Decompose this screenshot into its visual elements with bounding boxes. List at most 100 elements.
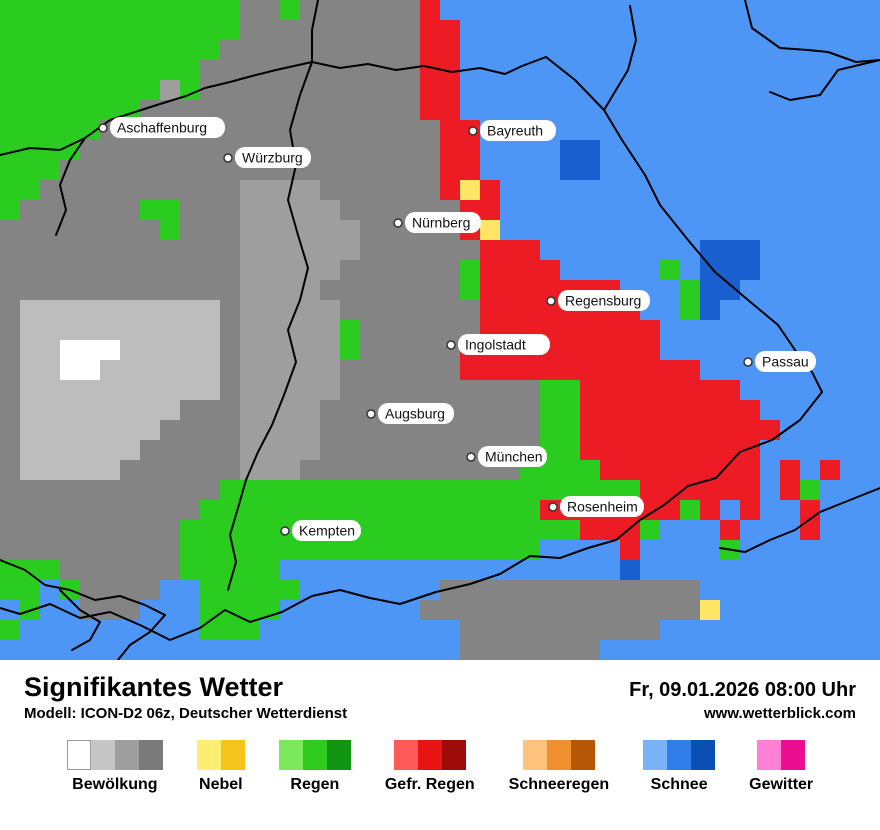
weather-cell-run	[480, 160, 560, 180]
weather-cell-run	[240, 460, 300, 480]
weather-cell-run	[0, 280, 240, 300]
weather-cell-run	[0, 360, 20, 380]
weather-cell-run	[640, 560, 880, 580]
legend-color-swatch	[302, 740, 327, 770]
weather-cell-run	[240, 20, 420, 40]
weather-cell-run	[20, 360, 60, 380]
weather-cell-run	[20, 620, 200, 640]
legend-color-swatch	[781, 740, 806, 770]
weather-cell-run	[780, 420, 880, 440]
weather-cell-run	[40, 180, 240, 200]
weather-map-canvas: Aschaffenburg Würzburg Bayreuth Nürnberg Reg…	[0, 0, 880, 660]
weather-cell-run	[440, 580, 700, 600]
weather-cell-run	[240, 180, 320, 200]
weather-cell-run	[820, 520, 880, 540]
weather-cell-run	[20, 400, 180, 420]
weather-cell-run	[80, 580, 160, 600]
city-dot	[223, 153, 233, 163]
weather-cell-run	[180, 200, 240, 220]
weather-cell-run	[460, 260, 480, 280]
city-dot	[548, 502, 558, 512]
weather-cell-run	[580, 420, 780, 440]
weather-cell-run	[420, 40, 460, 60]
weather-cell-run	[220, 320, 240, 340]
weather-cell-run	[0, 240, 240, 260]
city-dot	[743, 357, 753, 367]
city-label: Ingolstadt	[465, 337, 526, 353]
weather-cell-run	[540, 380, 580, 400]
country-borders	[0, 0, 880, 660]
weather-cell-run	[580, 520, 640, 540]
weather-cell-run	[220, 40, 420, 60]
weather-cell-run	[440, 180, 460, 200]
weather-cell-run	[300, 460, 520, 480]
weather-cell-run	[600, 160, 880, 180]
weather-cell-run	[760, 260, 880, 280]
weather-cell-run	[680, 500, 700, 520]
weather-cell-run	[0, 540, 180, 560]
weather-cell-run	[140, 100, 420, 120]
weather-cell-run	[680, 300, 700, 320]
weather-cell-run	[140, 440, 240, 460]
weather-cell-run	[440, 140, 480, 160]
weather-cell-run	[200, 620, 260, 640]
weather-cell-run	[120, 340, 220, 360]
legend-swatches	[66, 740, 163, 770]
border-line	[744, 0, 880, 63]
weather-cell-run	[0, 480, 220, 500]
weather-cell-run	[840, 460, 880, 480]
weather-cell-run	[240, 360, 340, 380]
city-label-box	[558, 290, 650, 311]
legend-color-swatch	[220, 740, 245, 770]
weather-cell-run	[660, 620, 880, 640]
border-line	[311, 0, 319, 63]
weather-cell-run	[740, 380, 880, 400]
weather-cell-run	[220, 380, 240, 400]
legend-color-swatch	[138, 740, 163, 770]
legend-swatches	[757, 740, 806, 770]
weather-cell-run	[240, 440, 320, 460]
city-label-box	[110, 117, 225, 138]
website-link[interactable]: www.wetterblick.com	[704, 705, 856, 722]
weather-cell-run	[740, 500, 760, 520]
weather-cell-run	[360, 340, 460, 360]
legend-group-schneeregen: Schneeregen	[509, 740, 609, 794]
weather-cell-run	[240, 400, 320, 420]
weather-cell-run	[60, 160, 440, 180]
weather-cell-run	[700, 260, 760, 280]
city-label: Passau	[762, 354, 809, 370]
city-dot	[546, 296, 556, 306]
legend-label: Schnee	[650, 776, 708, 793]
city-label-box	[755, 351, 816, 372]
weather-cell-run	[720, 520, 740, 540]
weather-cell-run	[0, 640, 460, 660]
weather-cell-run	[100, 360, 220, 380]
weather-cell-run	[480, 180, 500, 200]
weather-cell-run	[240, 380, 340, 400]
weather-cell-run	[320, 280, 460, 300]
weather-cell-run	[460, 100, 880, 120]
weather-cell-run	[20, 320, 220, 340]
legend-color-swatch	[691, 740, 716, 770]
border-line	[769, 59, 880, 101]
weather-cell-run	[560, 140, 600, 160]
weather-cell-run	[340, 260, 460, 280]
weather-map: Aschaffenburg Würzburg Bayreuth Nürnberg Reg…	[0, 0, 880, 660]
legend-color-swatch	[667, 740, 692, 770]
weather-cell-run	[180, 220, 240, 240]
weather-cell-run	[820, 480, 880, 500]
border-line	[719, 487, 880, 553]
weather-cell-run	[60, 340, 120, 360]
weather-cell-run	[800, 500, 820, 520]
weather-cell-run	[20, 340, 60, 360]
weather-cell-run	[460, 180, 480, 200]
city-dot	[98, 123, 108, 133]
weather-cell-run	[20, 300, 220, 320]
weather-cell-run	[320, 180, 440, 200]
border-line	[311, 56, 547, 75]
weather-cell-run	[200, 500, 540, 520]
weather-cell-run	[0, 120, 100, 140]
weather-cell-run	[460, 640, 600, 660]
weather-cell-run	[640, 480, 760, 500]
weather-cell-run	[0, 300, 20, 320]
